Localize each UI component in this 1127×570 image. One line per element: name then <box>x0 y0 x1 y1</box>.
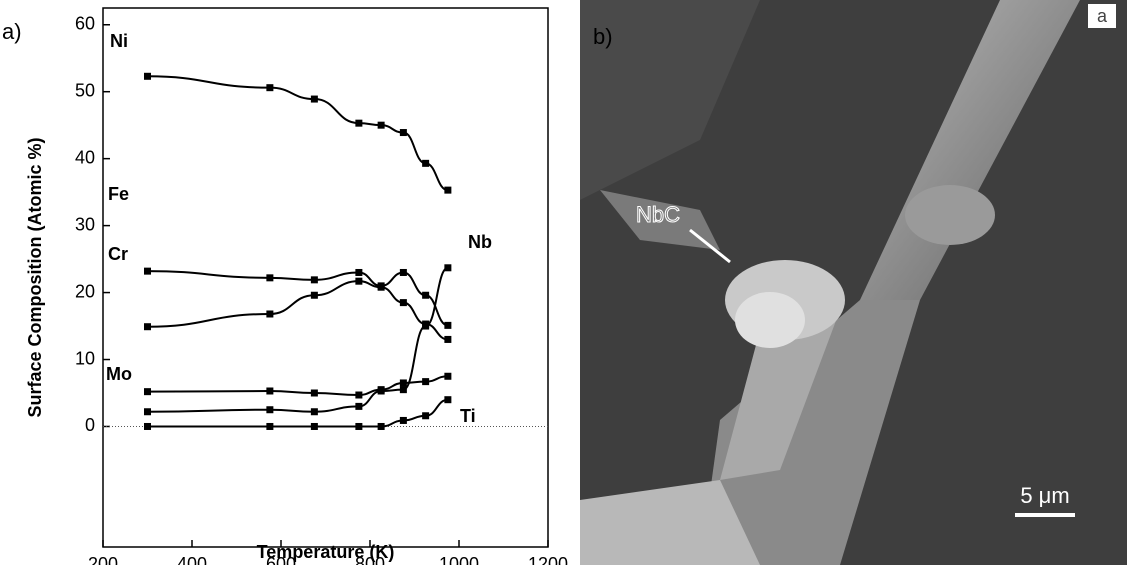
data-point <box>422 322 430 330</box>
data-point <box>422 159 430 167</box>
y-tick-label: 30 <box>75 214 95 234</box>
data-point <box>266 310 274 318</box>
data-point <box>444 264 452 272</box>
y-tick-label: 10 <box>75 348 95 368</box>
image-annotation: NbC <box>636 202 680 227</box>
data-point <box>144 267 151 275</box>
data-point <box>310 95 318 103</box>
data-point <box>399 379 407 387</box>
x-tick-label: 1000 <box>439 554 479 565</box>
data-point <box>310 389 318 397</box>
data-point <box>377 283 385 291</box>
series-label: Nb <box>468 232 492 252</box>
data-point <box>399 386 407 394</box>
data-point <box>266 406 274 414</box>
series-label: Ni <box>110 31 128 51</box>
series-line <box>147 270 449 327</box>
data-point <box>422 378 430 386</box>
data-point <box>266 84 274 92</box>
data-point <box>355 119 363 127</box>
data-point <box>444 396 452 404</box>
data-point <box>444 321 452 329</box>
y-axis-title: Surface Composition (Atomic %) <box>25 137 45 417</box>
data-point <box>355 391 363 399</box>
data-point <box>266 387 274 395</box>
corner-label: a <box>1097 6 1108 26</box>
panel-label: a) <box>2 19 22 44</box>
x-tick-label: 1200 <box>528 554 568 565</box>
panel-label: b) <box>593 24 613 49</box>
data-point <box>422 291 430 299</box>
series-label: Cr <box>108 244 128 264</box>
plot-frame <box>102 7 549 548</box>
data-point <box>266 274 274 282</box>
data-point <box>355 277 363 285</box>
series-line <box>147 375 448 397</box>
series-line <box>147 280 449 341</box>
data-point <box>377 121 385 129</box>
series-label: Ti <box>460 406 476 426</box>
x-tick-label: 200 <box>88 554 118 565</box>
data-point <box>422 412 430 420</box>
data-point <box>144 422 151 430</box>
y-tick-label: 50 <box>75 80 95 100</box>
data-point <box>310 408 318 416</box>
y-tick-label: 20 <box>75 281 95 301</box>
x-axis-title: Temperature (K) <box>257 542 395 562</box>
data-point <box>355 422 363 430</box>
data-point <box>399 129 407 137</box>
micrograph: NbC 5 μm a b) <box>580 0 1127 565</box>
data-point <box>144 408 151 416</box>
data-point <box>144 72 151 80</box>
series-line <box>147 75 449 192</box>
y-tick-label: 40 <box>75 147 95 167</box>
x-tick-label: 400 <box>177 554 207 565</box>
data-point <box>310 291 318 299</box>
series-label: Fe <box>108 184 129 204</box>
data-point <box>355 402 363 410</box>
data-point <box>444 186 452 194</box>
data-point <box>399 299 407 307</box>
data-point <box>444 372 452 380</box>
data-point <box>266 422 274 430</box>
data-point <box>377 422 385 430</box>
data-point <box>144 388 151 396</box>
data-point <box>355 268 363 276</box>
data-point <box>377 387 385 395</box>
y-tick-label: 0 <box>85 415 95 435</box>
scale-bar-label: 5 μm <box>1020 483 1069 508</box>
data-point <box>399 416 407 424</box>
series-line <box>147 398 449 428</box>
data-point <box>310 276 318 284</box>
series-label: Mo <box>106 364 132 384</box>
y-tick-label: 60 <box>75 13 95 33</box>
data-point <box>144 323 151 331</box>
data-point <box>399 268 407 276</box>
data-point <box>310 422 318 430</box>
data-point <box>444 335 452 343</box>
